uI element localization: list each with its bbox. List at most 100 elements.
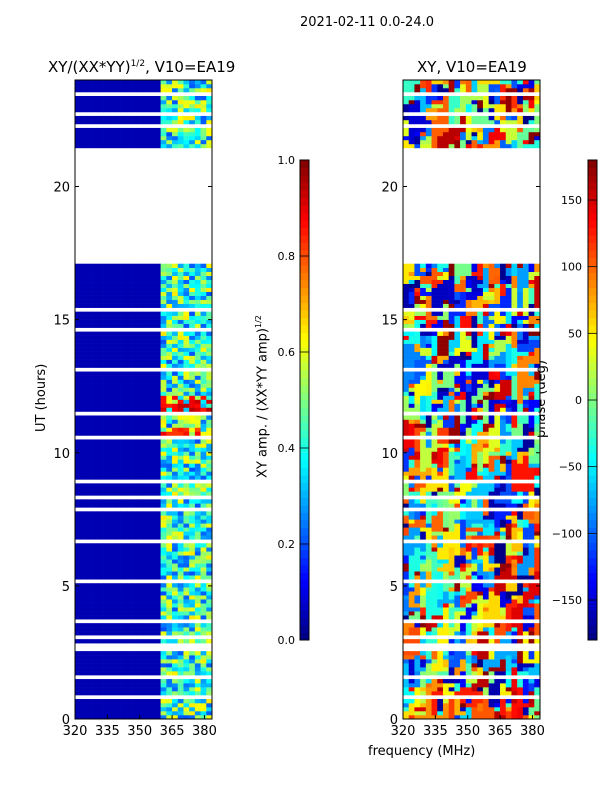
heatmap-cell — [517, 679, 524, 684]
heatmap-cell — [189, 431, 196, 436]
heatmap-cell — [160, 599, 167, 604]
heatmap-cell — [92, 299, 99, 304]
heatmap-cell — [86, 431, 93, 436]
heatmap-cell — [448, 319, 455, 324]
heatmap-cell — [160, 623, 167, 628]
heatmap-cell — [120, 475, 127, 480]
heatmap-cell — [420, 315, 427, 320]
heatmap-cell — [109, 543, 116, 548]
heatmap-cell — [494, 455, 501, 460]
heatmap-cell — [132, 607, 139, 612]
heatmap-cell — [477, 575, 484, 580]
colorbar-segment — [300, 565, 309, 573]
heatmap-cell — [194, 287, 201, 292]
heatmap-cell — [166, 595, 173, 600]
heatmap-cell — [183, 683, 190, 688]
heatmap-cell — [92, 683, 99, 688]
heatmap-cell — [437, 403, 444, 408]
heatmap-cell — [194, 395, 201, 400]
heatmap-cell — [477, 611, 484, 616]
heatmap-cell — [132, 503, 139, 508]
heatmap-cell — [206, 387, 213, 392]
heatmap-cell — [477, 715, 484, 720]
heatmap-cell — [482, 623, 489, 628]
heatmap-cell — [114, 659, 121, 664]
heatmap-cell — [75, 715, 82, 720]
heatmap-cell — [137, 139, 144, 145]
heatmap-cell — [126, 143, 133, 149]
heatmap-cell — [522, 339, 529, 344]
heatmap-cell — [189, 459, 196, 464]
heatmap-cell — [517, 535, 524, 540]
heatmap-cell — [166, 395, 173, 400]
heatmap-cell — [460, 343, 467, 348]
colorbar-segment — [300, 280, 309, 288]
heatmap-cell — [482, 587, 489, 592]
heatmap-cell — [534, 483, 541, 488]
heatmap-cell — [454, 491, 461, 496]
heatmap-cell — [488, 543, 495, 548]
heatmap-cell — [494, 683, 501, 688]
heatmap-cell — [505, 703, 512, 708]
heatmap-cell — [154, 375, 161, 380]
heatmap-cell — [194, 135, 201, 141]
heatmap-cell — [477, 339, 484, 344]
heatmap-cell — [511, 291, 518, 296]
heatmap-cell — [92, 371, 99, 376]
heatmap-cell — [494, 375, 501, 380]
heatmap-cell — [137, 359, 144, 364]
heatmap-cell — [166, 347, 173, 352]
heatmap-cell — [120, 331, 127, 336]
heatmap-cell — [97, 543, 104, 548]
heatmap-cell — [160, 639, 167, 644]
heatmap-cell — [143, 659, 150, 664]
heatmap-cell — [172, 671, 179, 676]
heatmap-cell — [517, 299, 524, 304]
heatmap-cell — [414, 563, 421, 568]
heatmap-cell — [414, 423, 421, 428]
heatmap-cell — [528, 379, 535, 384]
heatmap-cell — [183, 387, 190, 392]
heatmap-cell — [114, 423, 121, 428]
heatmap-cell — [488, 499, 495, 504]
heatmap-cell — [120, 639, 127, 644]
heatmap-cell — [448, 383, 455, 388]
heatmap-cell — [477, 687, 484, 692]
heatmap-cell — [97, 631, 104, 636]
heatmap-cell — [511, 651, 518, 656]
heatmap-cell — [120, 655, 127, 660]
heatmap-cell — [403, 655, 410, 660]
heatmap-cell — [177, 703, 184, 708]
heatmap-cell — [200, 563, 207, 568]
heatmap-cell — [465, 355, 472, 360]
heatmap-cell — [437, 455, 444, 460]
heatmap-cell — [92, 555, 99, 560]
heatmap-cell — [488, 611, 495, 616]
heatmap-cell — [408, 551, 415, 556]
heatmap-cell — [109, 587, 116, 592]
heatmap-cell — [103, 583, 110, 588]
heatmap-cell — [126, 403, 133, 408]
y-tick-label: 15 — [53, 314, 70, 329]
heatmap-cell — [120, 691, 127, 696]
heatmap-cell — [511, 339, 518, 344]
heatmap-cell — [120, 351, 127, 356]
heatmap-cell — [143, 443, 150, 448]
heatmap-cell — [442, 611, 449, 616]
heatmap-cell — [103, 603, 110, 608]
heatmap-cell — [442, 511, 449, 516]
heatmap-cell — [465, 319, 472, 324]
heatmap-cell — [75, 627, 82, 632]
heatmap-cell — [482, 611, 489, 616]
heatmap-cell — [425, 555, 432, 560]
heatmap-cell — [200, 651, 207, 656]
heatmap-cell — [437, 527, 444, 532]
heatmap-cell — [403, 715, 410, 720]
heatmap-cell — [442, 683, 449, 688]
heatmap-cell — [86, 291, 93, 296]
heatmap-cell — [137, 455, 144, 460]
heatmap-cell — [448, 559, 455, 564]
heatmap-cell — [75, 563, 82, 568]
heatmap-cell — [92, 347, 99, 352]
heatmap-cell — [420, 375, 427, 380]
